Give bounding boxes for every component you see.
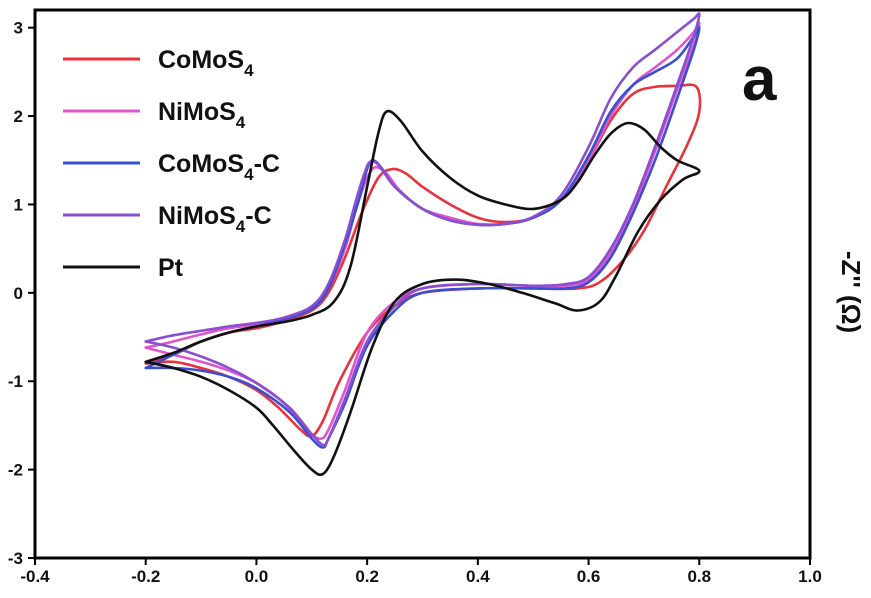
y-tick-label: -3: [8, 549, 23, 568]
x-tick-label: 0.4: [466, 567, 490, 586]
legend-label-suffix: -C: [254, 150, 280, 178]
legend-label: Pt: [158, 254, 184, 282]
legend-item: NiMoS4-C: [63, 202, 272, 236]
legend-item: Pt: [63, 254, 184, 282]
legend-label: NiMoS4: [158, 98, 246, 132]
x-tick-label: 0.8: [687, 567, 711, 586]
y-axis-label: -Z'' (Ω): [836, 251, 866, 333]
legend-label-main: NiMoS: [158, 202, 236, 230]
series-line-comos4: [144, 83, 702, 438]
legend-item: NiMoS4: [63, 98, 246, 132]
legend-label-subscript: 4: [236, 113, 246, 132]
series-layer: [144, 12, 702, 477]
x-tick-label: 0.6: [577, 567, 601, 586]
legend-label-main: CoMoS: [158, 46, 244, 74]
legend-label: CoMoS4-C: [158, 150, 280, 184]
x-tick-label: -0.2: [131, 567, 160, 586]
legend-item: CoMoS4: [63, 46, 254, 80]
tick-layer: [28, 26, 811, 565]
x-tick-label: 0.0: [245, 567, 269, 586]
legend-item: CoMoS4-C: [63, 150, 280, 184]
series-line-nimos4-c: [144, 12, 701, 447]
legend-label-main: Pt: [158, 254, 184, 282]
series-line-nimos4: [144, 21, 701, 440]
x-tick-label: 0.2: [355, 567, 379, 586]
legend-label: CoMoS4: [158, 46, 254, 80]
y-tick-label: 3: [14, 19, 23, 38]
y-tick-label: 0: [14, 284, 23, 303]
y-tick-label: 2: [14, 107, 23, 126]
series-line-pt: [144, 109, 701, 477]
y-tick-label: -2: [8, 461, 23, 480]
legend-label-main: CoMoS: [158, 150, 244, 178]
tick-label-layer: -0.4 -0.2 0.0 0.2 0.4 0.6 0.8 1.0 -3 -2 -1 0 1 2 3: [8, 19, 822, 586]
y-tick-label: 1: [14, 195, 23, 214]
y-tick-label: -1: [8, 372, 23, 391]
x-tick-label: 1.0: [798, 567, 822, 586]
legend-label-subscript: 4: [244, 165, 254, 184]
x-tick-label: -0.4: [20, 567, 50, 586]
legend-label: NiMoS4-C: [158, 202, 272, 236]
panel-label: a: [742, 45, 777, 114]
legend-label-subscript: 4: [244, 61, 254, 80]
legend-label-subscript: 4: [236, 217, 246, 236]
legend-label-suffix: -C: [245, 202, 271, 230]
legend-label-main: NiMoS: [158, 98, 236, 126]
plot-frame: [33, 8, 812, 560]
